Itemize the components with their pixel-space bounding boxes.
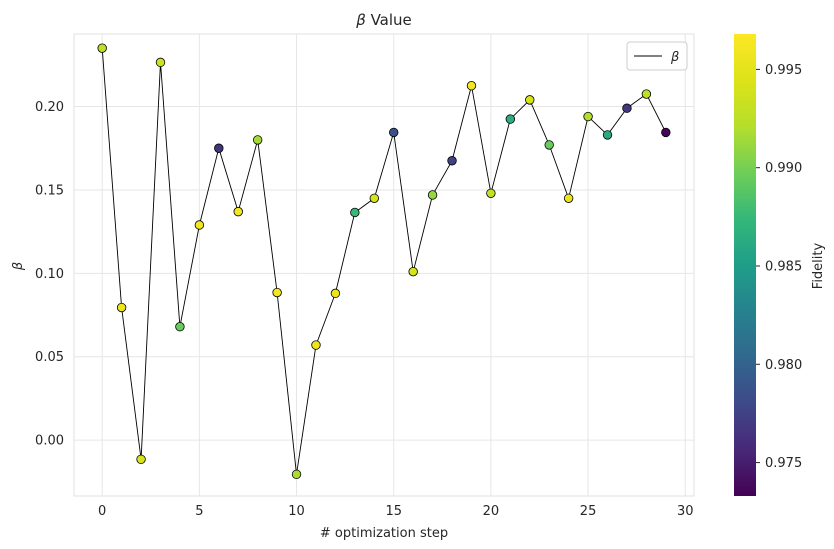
data-point [369,193,379,203]
data-point [525,95,535,105]
data-point [330,288,341,299]
data-point [350,207,360,218]
y-axis-label: β [11,262,26,271]
y-tick-label: 0.15 [35,183,64,198]
data-point [116,302,127,313]
data-point [155,57,166,68]
plot-area [73,33,695,497]
data-point [136,454,146,465]
colorbar-tick-label: 0.990 [765,161,802,176]
x-tick-label: 15 [385,504,402,519]
grid [74,34,694,496]
data-points [97,43,671,480]
y-tick-label: 0.20 [35,100,64,115]
x-tick-label: 30 [677,504,694,519]
data-point [97,43,107,53]
data-point [486,188,496,198]
colorbar-tick-label: 0.980 [765,358,802,373]
data-point [563,193,574,203]
colorbar-tick-label: 0.995 [765,63,802,78]
y-tick-label: 0.10 [35,267,64,282]
colorbar-tick-label: 0.985 [765,259,802,274]
legend: β [626,41,688,71]
data-point [466,81,477,91]
series-line-beta [101,48,667,475]
data-point [641,89,652,99]
data-point [272,287,282,298]
colorbar [734,34,756,496]
data-point [291,469,302,480]
y-axis-ticks: 0.00 0.05 0.10 0.15 0.20 [35,100,64,449]
data-point [602,130,613,140]
x-tick-label: 5 [195,504,203,519]
data-point [311,340,321,350]
y-tick-label: 0.05 [35,350,64,365]
x-tick-label: 20 [483,504,500,519]
colorbar-label: Fidelity [811,242,826,289]
data-point [214,143,224,153]
chart-title-symbol: β [355,11,366,29]
data-point [408,266,418,277]
y-tick-label: 0.00 [35,434,64,449]
data-point [427,190,438,200]
chart-title: β Value [355,11,412,29]
colorbar-ticks: 0.975 0.980 0.985 0.990 0.995 [756,63,802,471]
data-point [622,103,632,113]
data-point [233,206,243,217]
data-point [389,127,399,138]
x-tick-label: 10 [288,504,305,519]
colorbar-tick-label: 0.975 [765,456,802,471]
x-axis-label: # optimization step [320,526,448,541]
data-point [661,127,671,138]
data-point [544,140,554,150]
chart-title-rest: Value [366,11,412,29]
data-point [194,220,205,230]
data-point [447,156,457,166]
data-point [583,111,593,122]
x-tick-label: 0 [98,504,106,519]
x-axis-ticks: 0 5 10 15 20 25 30 [98,504,693,519]
x-tick-label: 25 [580,504,597,519]
data-point [175,322,185,332]
legend-label: β [670,50,679,65]
data-point [505,114,516,124]
data-point [252,135,263,145]
